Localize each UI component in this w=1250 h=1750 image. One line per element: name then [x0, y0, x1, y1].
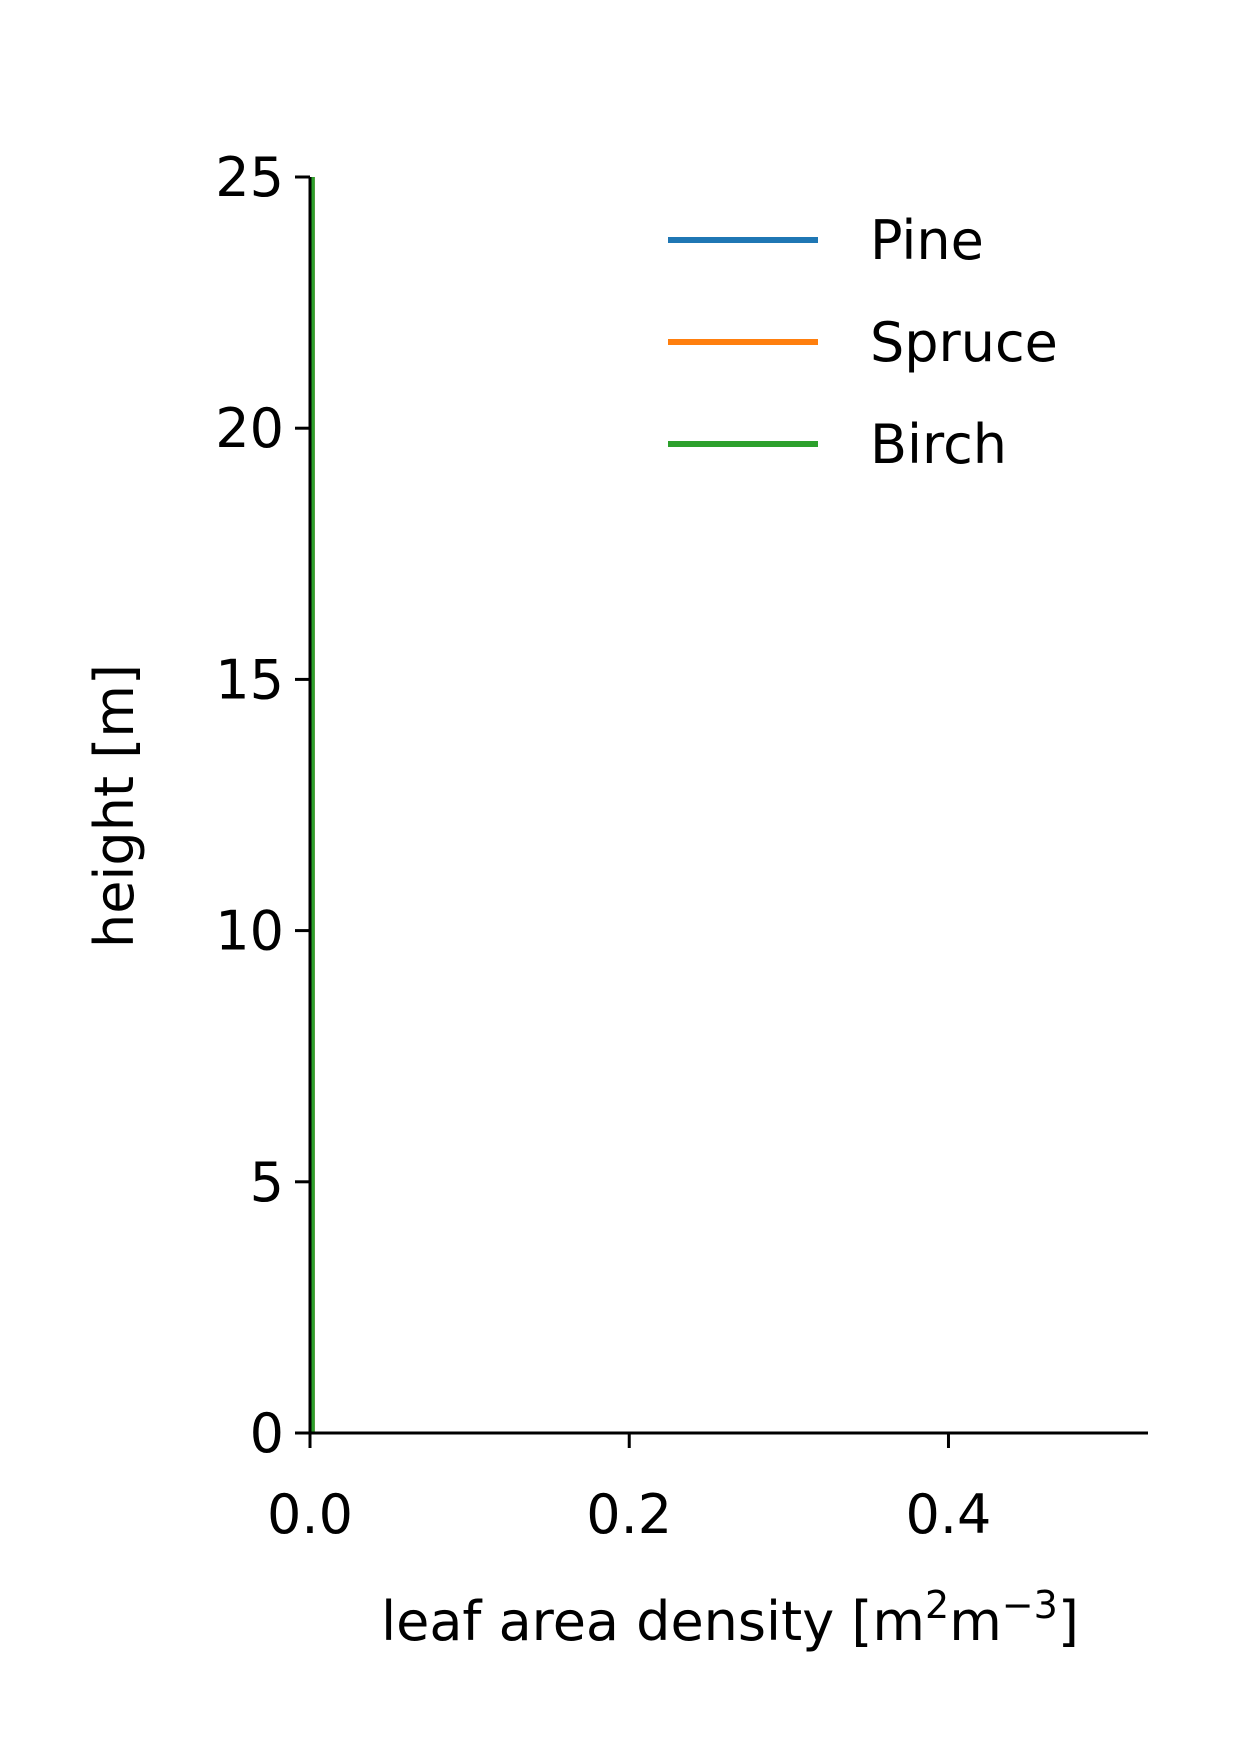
legend-label-birch: Birch — [870, 413, 1007, 476]
y-tick-label: 15 — [215, 648, 284, 711]
y-tick-label: 25 — [215, 146, 284, 209]
legend: Pine Spruce Birch — [668, 209, 1058, 476]
legend-label-spruce: Spruce — [870, 311, 1058, 374]
x-axis-label: leaf area density [m2m−3] — [381, 1583, 1079, 1653]
x-tick-label: 0.0 — [267, 1483, 353, 1546]
y-tick-label: 5 — [250, 1151, 284, 1214]
y-tick-label: 10 — [215, 900, 284, 963]
x-tick-label: 0.4 — [906, 1483, 992, 1546]
legend-label-pine: Pine — [870, 209, 984, 272]
ticks: 0.0 0.2 0.4 0 5 10 15 20 25 — [215, 146, 991, 1546]
y-tick-label: 20 — [215, 397, 284, 460]
y-axis-label: height [m] — [83, 664, 146, 948]
x-tick-label: 0.2 — [586, 1483, 672, 1546]
y-tick-label: 0 — [250, 1402, 284, 1465]
axes — [308, 177, 1148, 1435]
